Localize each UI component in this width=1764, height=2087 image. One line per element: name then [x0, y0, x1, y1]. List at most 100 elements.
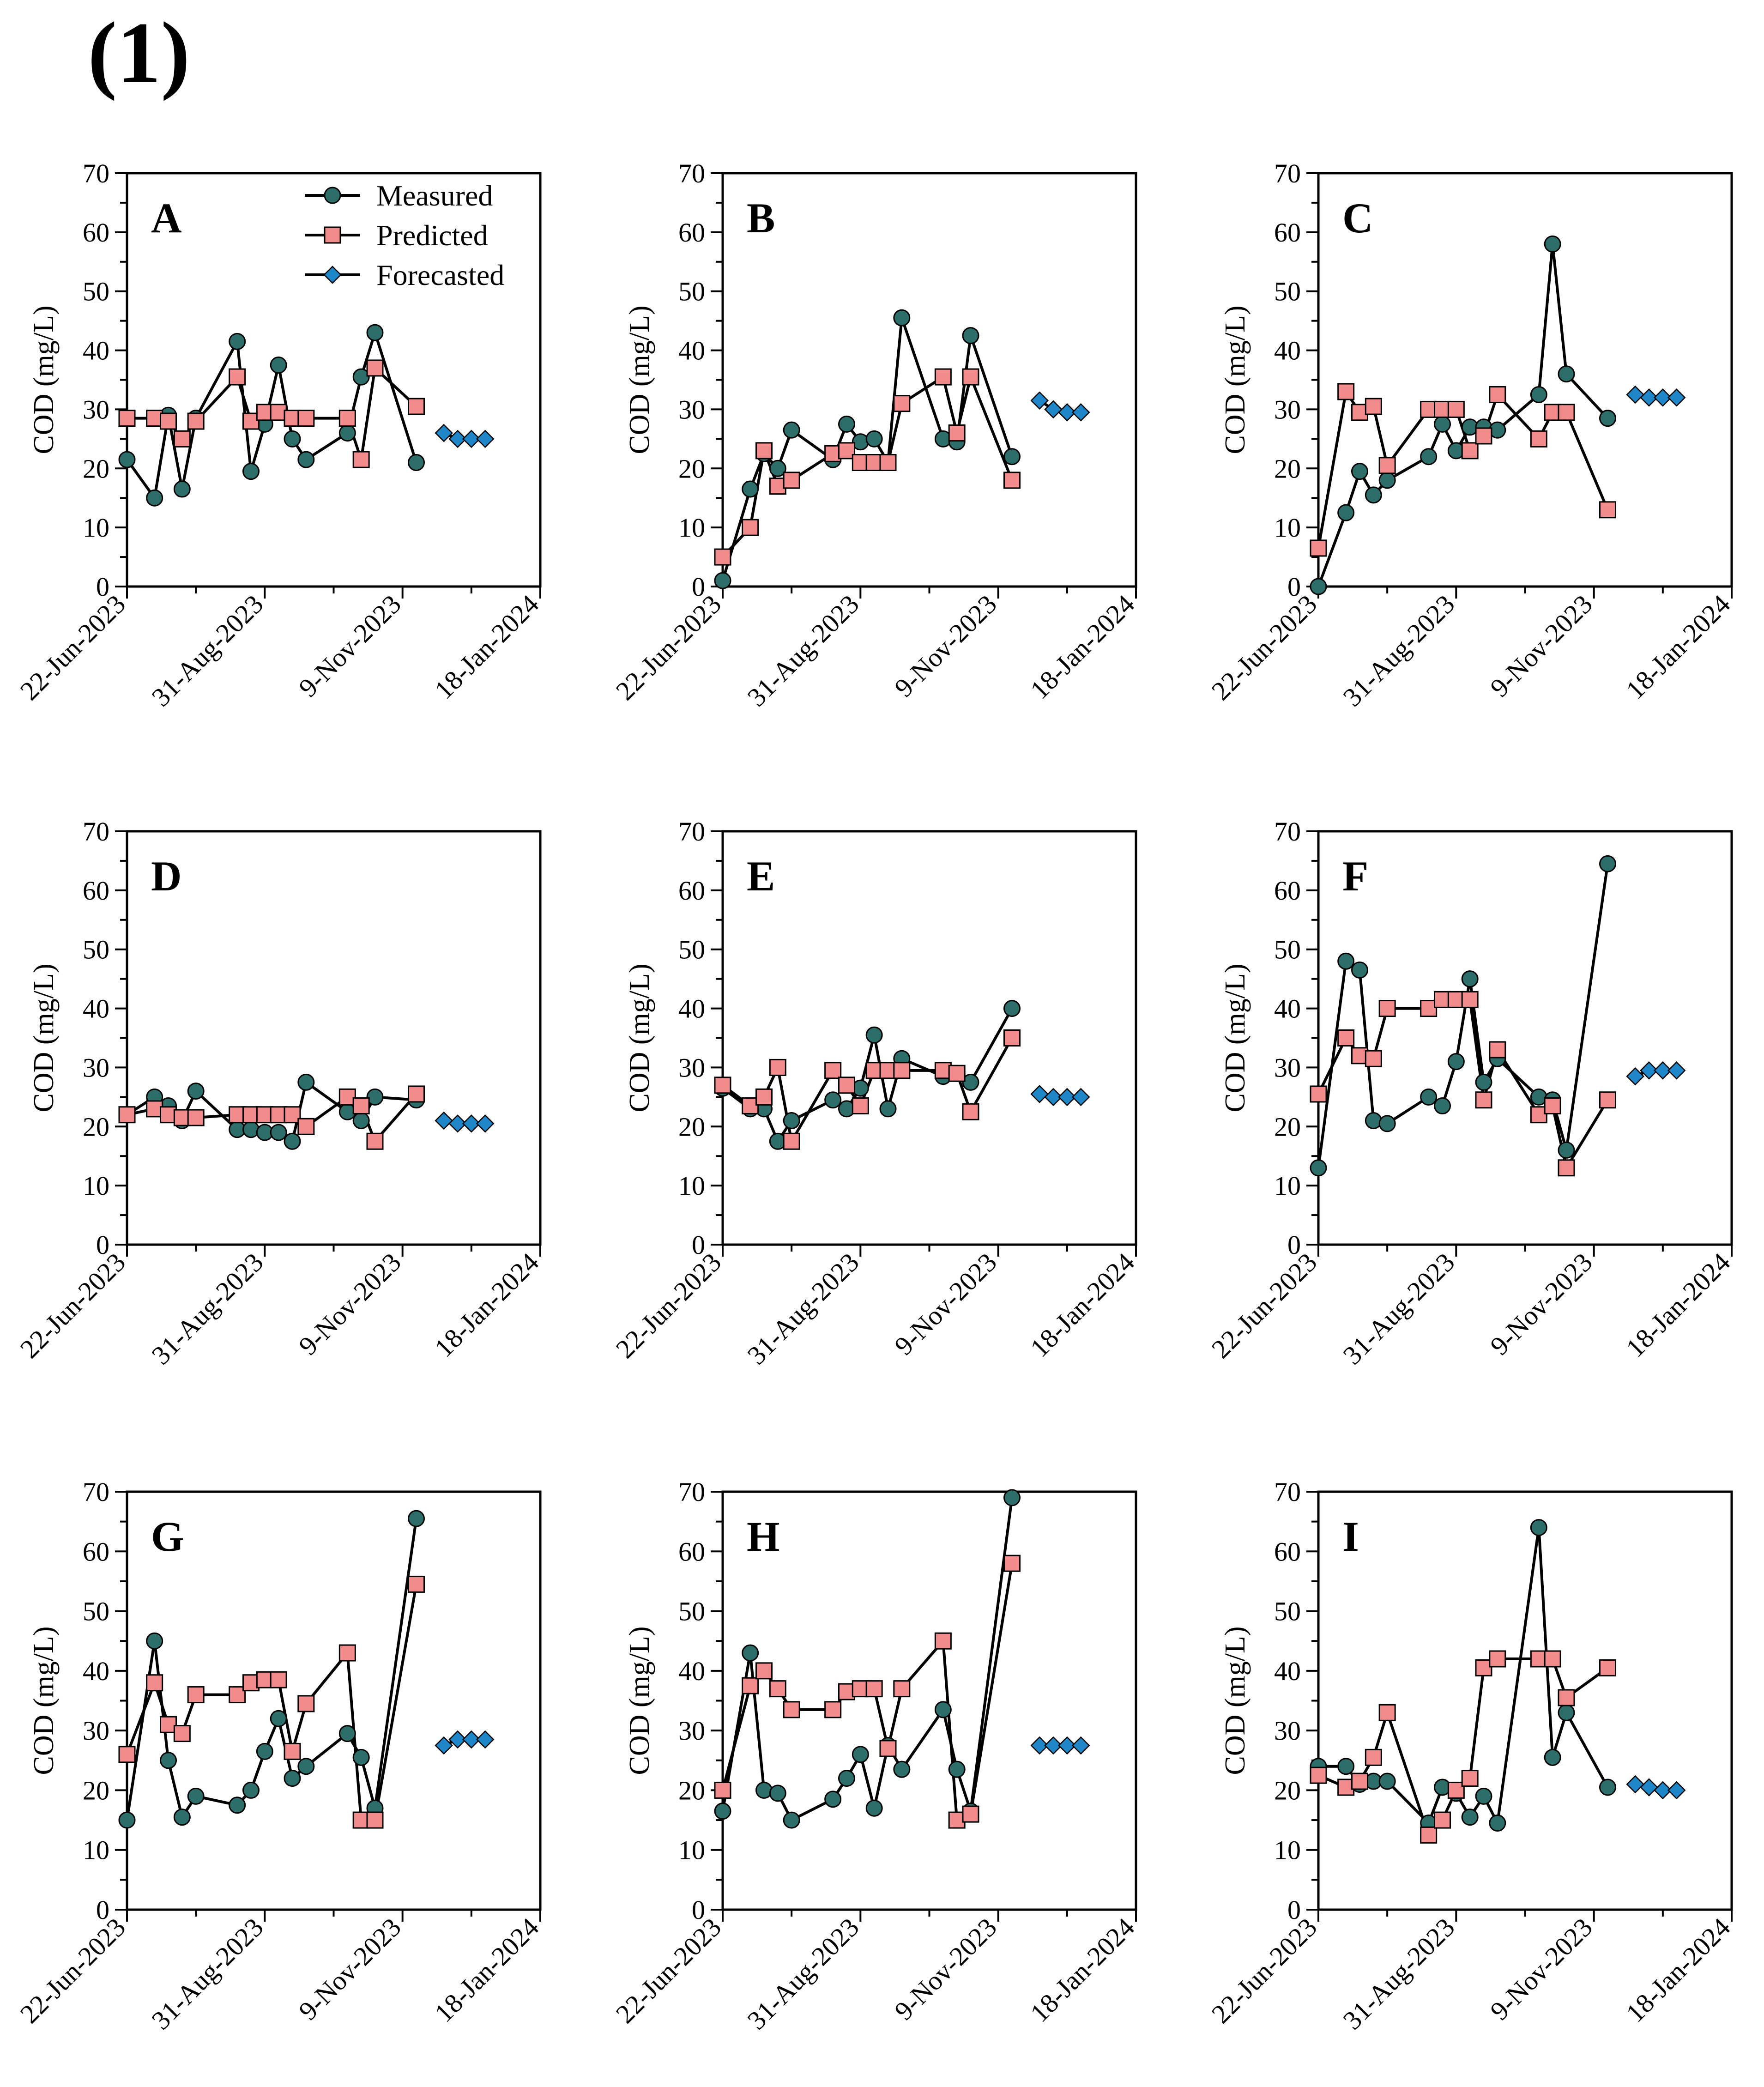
measured-point: [1378, 1772, 1396, 1790]
predicted-point: [769, 1059, 786, 1076]
x-tick-label: 22-Jun-2023: [14, 1912, 131, 2029]
y-tick-label: 0: [692, 572, 705, 602]
x-tick-label: 18-Jan-2024: [429, 589, 544, 705]
predicted-point: [408, 1085, 425, 1103]
predicted-point: [338, 1088, 356, 1106]
predicted-point: [1310, 1085, 1327, 1103]
forecasted-point: [1030, 1736, 1049, 1755]
measured-point: [1544, 235, 1561, 253]
predicted-point: [1434, 1811, 1451, 1829]
measured-point: [160, 1752, 177, 1769]
x-tick-label: 22-Jun-2023: [14, 1247, 131, 1364]
forecasted-point: [1044, 1736, 1063, 1755]
y-tick-label: 20: [83, 1112, 109, 1142]
x-tick-label: 22-Jun-2023: [610, 1912, 727, 2029]
y-tick-label: 60: [678, 876, 705, 906]
predicted-point: [352, 451, 370, 468]
y-axis-label: COD (mg/L): [28, 1626, 60, 1775]
measured-point: [1365, 486, 1382, 504]
measured-point: [1337, 952, 1355, 970]
predicted-point: [284, 1742, 301, 1760]
y-axis-label: COD (mg/L): [28, 963, 60, 1112]
predicted-point: [160, 412, 177, 430]
measured-point: [783, 1112, 800, 1129]
measured-point: [948, 1760, 966, 1778]
y-axis-label: COD (mg/L): [624, 305, 655, 454]
predicted-point: [297, 1695, 315, 1712]
measured-point: [187, 1083, 205, 1100]
x-tick-label: 18-Jan-2024: [1620, 1247, 1736, 1363]
measured-point: [242, 463, 260, 480]
x-tick-label: 31-Aug-2023: [146, 1247, 269, 1370]
measured-point: [1378, 472, 1396, 489]
y-tick-label: 70: [83, 158, 109, 188]
forecasted-point: [1058, 403, 1076, 422]
predicted-point: [755, 442, 773, 460]
panel-a: 0 10 20 30 40 50 60 70 22-Jun-2023 31-Aug-2023 9-N…: [14, 158, 544, 712]
measured-point: [1558, 1704, 1575, 1721]
measured-point: [1337, 1758, 1355, 1775]
legend-label: Measured: [376, 179, 493, 212]
forecasted-point: [1044, 400, 1063, 419]
measured-point: [118, 451, 136, 468]
x-tick-label: 22-Jun-2023: [1206, 589, 1323, 706]
predicted-point: [948, 424, 966, 442]
legend-marker: [324, 226, 341, 244]
forecasted-point: [1626, 1067, 1644, 1086]
measured-point: [297, 1073, 315, 1091]
measured-point: [173, 480, 191, 498]
forecasted-point: [1640, 388, 1658, 407]
y-tick-label: 50: [83, 277, 109, 307]
y-tick-label: 0: [1287, 572, 1301, 602]
predicted-point: [742, 519, 759, 536]
y-tick-label: 40: [1274, 1656, 1301, 1686]
measured-point: [270, 1710, 287, 1727]
measured-point: [769, 460, 786, 477]
measured-point: [297, 1758, 315, 1775]
predicted-point: [366, 1811, 384, 1829]
measured-line: [126, 1518, 418, 1821]
measured-point: [852, 1746, 869, 1763]
predicted-point: [187, 1686, 205, 1704]
predicted-point: [742, 1677, 759, 1694]
measured-point: [1447, 1053, 1465, 1071]
y-axis-label: COD (mg/L): [624, 1626, 655, 1775]
measured-point: [366, 1088, 384, 1106]
measured-point: [962, 1073, 979, 1091]
measured-point: [865, 1799, 883, 1817]
predicted-point: [1599, 501, 1616, 519]
y-tick-label: 30: [678, 1053, 705, 1083]
panel-label: F: [1342, 853, 1368, 900]
measured-point: [824, 1791, 842, 1808]
measured-point: [284, 1132, 301, 1150]
y-tick-label: 20: [83, 1775, 109, 1805]
forecasted-point: [1058, 1088, 1076, 1107]
x-tick-label: 31-Aug-2023: [146, 1912, 269, 2035]
y-tick-label: 30: [83, 394, 109, 424]
measured-point: [352, 1112, 370, 1129]
y-tick-label: 10: [678, 1835, 705, 1865]
x-tick-label: 31-Aug-2023: [146, 589, 269, 712]
measured-point: [934, 1701, 952, 1718]
predicted-point: [187, 1109, 205, 1126]
x-tick-label: 9-Nov-2023: [293, 1912, 406, 2026]
x-tick-label: 9-Nov-2023: [888, 589, 1002, 702]
predicted-point: [755, 1662, 773, 1680]
y-tick-label: 70: [1274, 158, 1301, 188]
measured-point: [838, 1770, 855, 1787]
plot-frame: [1317, 172, 1733, 588]
panel-g: 0 10 20 30 40 50 60 70 22-Jun-2023 31-Aug-2023 9-N…: [14, 1477, 544, 2035]
panel-f: 0 10 20 30 40 50 60 70 22-Jun-2023 31-Aug-2023 9-N…: [1206, 817, 1736, 1370]
measured-point: [146, 1632, 163, 1650]
measured-point: [187, 1787, 205, 1805]
forecasted-point: [1071, 1088, 1090, 1107]
predicted-point: [714, 548, 731, 566]
measured-point: [1003, 1000, 1021, 1017]
predicted-point: [173, 1725, 191, 1742]
predicted-point: [1544, 1650, 1561, 1668]
x-tick-label: 22-Jun-2023: [610, 1247, 727, 1364]
y-tick-label: 60: [1274, 218, 1301, 248]
forecasted-point: [435, 423, 453, 442]
x-tick-label: 18-Jan-2024: [1024, 589, 1140, 705]
y-tick-label: 50: [1274, 1597, 1301, 1627]
